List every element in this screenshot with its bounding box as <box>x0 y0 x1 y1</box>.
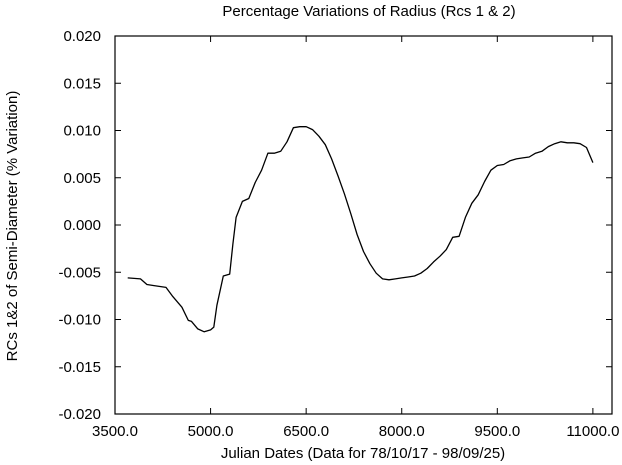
x-tick-label: 8000.0 <box>379 423 425 440</box>
x-tick-label: 3500.0 <box>92 423 138 440</box>
plot-area-frame <box>114 35 613 415</box>
y-tick-label: -0.015 <box>58 359 101 376</box>
x-axis: 3500.0 5000.0 6500.0 8000.0 9500.0 11000.0 <box>92 36 619 440</box>
y-tick-label: 0.020 <box>63 28 101 45</box>
series-line <box>127 126 594 333</box>
y-tick-label: 0.000 <box>63 217 101 234</box>
chart-title: Percentage Variations of Radius (Rcs 1 &… <box>222 3 515 20</box>
x-tick-label: 11000.0 <box>566 423 619 440</box>
y-tick-label: -0.005 <box>58 264 101 281</box>
y-axis: 0.020 0.015 0.010 0.005 0.000 -0.005 -0.010 -0.… <box>58 28 612 423</box>
y-tick-label: 0.005 <box>63 170 101 187</box>
y-tick-label: 0.015 <box>63 75 101 92</box>
y-axis-label: RCs 1&2 of Semi-Diameter (% Variation) <box>4 91 21 362</box>
x-tick-label: 9500.0 <box>474 423 520 440</box>
x-tick-label: 6500.0 <box>283 423 329 440</box>
x-axis-label: Julian Dates (Data for 78/10/17 - 98/09/… <box>221 445 505 462</box>
y-tick-label: 0.010 <box>63 123 101 140</box>
y-tick-label: -0.010 <box>58 312 101 329</box>
y-tick-label: -0.020 <box>58 406 101 423</box>
x-tick-label: 5000.0 <box>188 423 234 440</box>
